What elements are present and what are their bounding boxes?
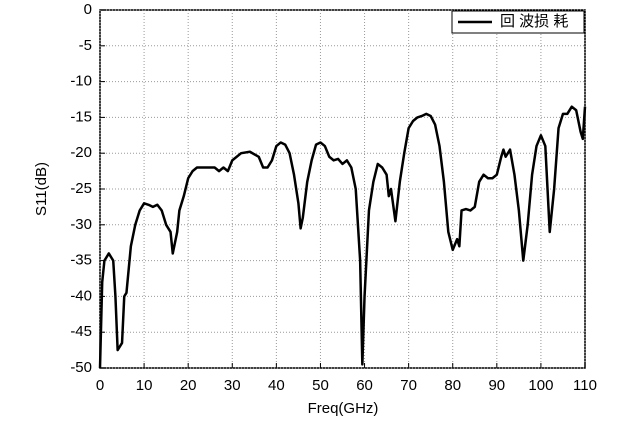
x-tick-label: 10 (136, 377, 153, 394)
y-tick-label: -15 (70, 108, 92, 125)
x-tick-label: 50 (312, 377, 329, 394)
data-line (98, 105, 587, 369)
legend-box (451, 10, 585, 34)
x-tick-label: 80 (444, 377, 461, 394)
legend-label: 回 波损 耗 (500, 13, 568, 30)
y-tick-label: -20 (70, 144, 92, 161)
y-tick-label: -30 (70, 216, 92, 233)
x-axis-label: Freq(GHz) (308, 400, 379, 417)
y-tick-label: -10 (70, 73, 92, 90)
y-tick-label: -45 (70, 323, 92, 340)
x-tick-label: 0 (96, 377, 104, 394)
x-tick-label: 110 (573, 377, 597, 394)
y-axis-label: S11(dB) (33, 162, 50, 216)
y-tick-label: -35 (70, 252, 92, 269)
x-tick-label: 60 (356, 377, 373, 394)
x-tick-label: 100 (528, 377, 553, 394)
y-tick-label: -25 (70, 180, 92, 197)
x-tick-label: 70 (400, 377, 417, 394)
y-tick-label: -40 (70, 287, 92, 304)
y-tick-label: -5 (79, 37, 92, 54)
y-tick-label: -50 (70, 359, 92, 376)
y-tick-label: 0 (84, 1, 92, 18)
x-tick-label: 90 (488, 377, 505, 394)
x-tick-label: 20 (180, 377, 197, 394)
x-tick-label: 30 (224, 377, 241, 394)
x-tick-label: 40 (268, 377, 285, 394)
